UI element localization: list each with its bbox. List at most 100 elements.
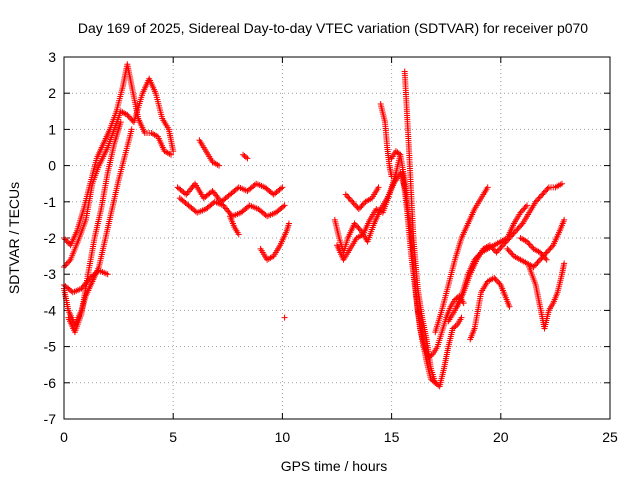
data-point	[506, 235, 513, 241]
data-point	[375, 184, 382, 191]
data-point	[216, 162, 223, 169]
data-point	[492, 276, 499, 283]
series-track-s	[399, 169, 467, 361]
x-tick-label: 20	[493, 429, 509, 445]
data-point	[496, 280, 503, 287]
data-point	[280, 203, 287, 210]
data-point	[558, 180, 565, 187]
data-point	[496, 246, 503, 253]
data-point	[534, 197, 541, 204]
series-track-b	[61, 75, 177, 270]
data-point	[520, 206, 527, 213]
series-track-y	[526, 260, 568, 332]
data-point	[342, 191, 349, 198]
data-point	[388, 173, 395, 180]
data-point	[277, 185, 284, 192]
data-point	[535, 258, 542, 265]
data-point	[104, 271, 111, 278]
data-point	[524, 202, 531, 209]
data-point	[64, 259, 71, 266]
y-tick-label: -6	[44, 375, 57, 391]
data-point	[538, 250, 545, 257]
data-point	[489, 245, 496, 252]
y-tick-label: -2	[44, 230, 57, 246]
y-tick-label: -5	[44, 339, 57, 355]
data-point	[352, 221, 359, 228]
data-point	[501, 240, 508, 247]
data-point	[395, 150, 402, 157]
data-points	[61, 61, 568, 390]
data-point	[544, 248, 551, 255]
data-point	[548, 243, 555, 250]
x-tick-label: 15	[384, 429, 400, 445]
data-point	[458, 314, 465, 321]
x-tick-label: 25	[602, 429, 618, 445]
data-point	[279, 184, 286, 191]
data-point	[63, 261, 70, 268]
data-point	[124, 111, 131, 118]
series-track-t	[432, 184, 491, 336]
data-point	[511, 229, 518, 236]
series-track-r	[401, 68, 465, 390]
series-track-f	[174, 180, 286, 205]
data-point	[517, 223, 524, 230]
series-track-j	[257, 220, 292, 263]
data-point	[346, 195, 353, 202]
data-point	[561, 260, 568, 267]
data-point	[488, 243, 495, 250]
data-point	[531, 262, 538, 269]
y-tick-label: 3	[48, 49, 56, 65]
data-point	[359, 201, 366, 208]
data-point	[128, 126, 135, 133]
data-point	[281, 202, 288, 209]
data-point	[353, 203, 360, 210]
data-point	[62, 236, 69, 243]
chart-title: Day 169 of 2025, Sidereal Day-to-day VTE…	[78, 20, 588, 36]
data-point	[354, 223, 361, 230]
data-point	[517, 209, 524, 216]
data-point	[350, 200, 357, 207]
data-point	[542, 255, 549, 262]
data-point	[561, 216, 568, 223]
series-track-v	[454, 180, 565, 310]
data-point	[521, 205, 528, 212]
data-point	[493, 277, 500, 284]
data-point	[525, 240, 532, 247]
x-tick-label: 5	[169, 429, 177, 445]
data-point	[345, 194, 352, 201]
y-tick-label: -4	[44, 302, 57, 318]
data-point	[493, 249, 500, 256]
data-point	[539, 252, 546, 259]
data-point	[540, 190, 547, 197]
data-point	[533, 261, 540, 268]
data-point	[128, 116, 135, 123]
series-track-g	[176, 195, 288, 220]
data-point	[506, 303, 513, 310]
data-point	[518, 221, 525, 228]
data-point	[64, 239, 71, 246]
x-axis-label: GPS time / hours	[281, 458, 388, 474]
grid	[64, 57, 610, 419]
data-point	[543, 256, 550, 263]
data-point	[541, 253, 548, 260]
data-point	[508, 250, 515, 257]
data-point	[356, 226, 363, 233]
data-point	[535, 195, 542, 202]
series-track-w	[467, 274, 513, 343]
series-track-x	[504, 216, 568, 270]
data-point	[507, 233, 514, 240]
data-point	[502, 239, 509, 246]
data-point	[494, 248, 501, 255]
series-track-i	[226, 213, 242, 238]
series-track-m	[331, 169, 410, 256]
data-point	[117, 119, 124, 126]
data-point	[358, 203, 365, 210]
data-point	[351, 201, 358, 208]
data-point	[503, 237, 510, 244]
data-point	[541, 188, 548, 195]
y-tick-label: 0	[48, 158, 56, 174]
data-point	[495, 279, 502, 286]
